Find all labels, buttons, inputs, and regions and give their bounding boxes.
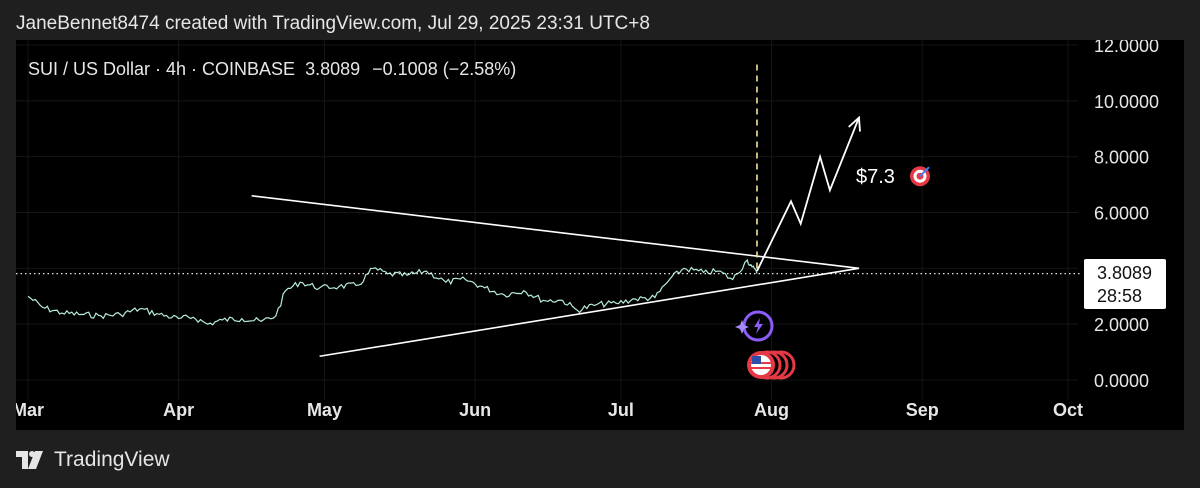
x-tick-label: Apr [163, 400, 194, 420]
y-tick-label: 2.0000 [1094, 315, 1149, 335]
tradingview-logo-icon [16, 451, 43, 469]
x-tick-label: Sep [906, 400, 939, 420]
projection-path [756, 117, 860, 272]
grid [16, 40, 1078, 400]
lower-trendline [319, 267, 860, 358]
badge-countdown: 28:58 [1097, 286, 1142, 306]
x-tick-label: May [307, 400, 342, 420]
badge-price: 3.8089 [1097, 263, 1152, 283]
y-tick-label: 0.0000 [1094, 371, 1149, 391]
drawings[interactable]: $7.3 [251, 64, 930, 358]
legend-last-price: 3.8089 [305, 59, 360, 79]
symbol-legend: SUI / US Dollar · 4h · COINBASE 3.8089 −… [28, 59, 516, 79]
footer: TradingView [0, 430, 1200, 488]
upper-trendline [251, 194, 860, 270]
target-dart [919, 166, 930, 177]
us-flag-event-icon[interactable] [747, 350, 796, 380]
x-tick-label: Aug [754, 400, 789, 420]
projection-arrowhead [848, 115, 861, 132]
x-tick-label: Jun [459, 400, 491, 420]
legend-change: −0.1008 (−2.58%) [372, 59, 516, 79]
price-series [16, 258, 1082, 326]
header: JaneBennet8474 created with TradingView.… [0, 0, 1200, 40]
event-markers[interactable] [735, 310, 796, 380]
target-label: $7.3 [856, 166, 895, 188]
y-axis: 0.00002.00004.00006.00008.000010.000012.… [1094, 36, 1159, 391]
target-icon [910, 166, 930, 187]
price-line [27, 258, 758, 326]
symbol-info: SUI / US Dollar · 4h · COINBASE [28, 59, 295, 79]
y-tick-label: 12.0000 [1094, 40, 1159, 56]
y-tick-label: 10.0000 [1094, 92, 1159, 112]
x-axis: Mar Apr May Jun Jul Aug Sep Oct [12, 400, 1083, 420]
brand-name: TradingView [54, 448, 170, 471]
tradingview-logo[interactable]: TradingView [16, 448, 170, 472]
price-badge: 3.8089 28:58 [1084, 259, 1166, 309]
x-tick-label: Oct [1053, 400, 1083, 420]
x-tick-label: Mar [16, 400, 44, 420]
sparkle-lightning-icon[interactable] [735, 310, 774, 342]
x-tick-label: Jul [608, 400, 634, 420]
y-tick-label: 8.0000 [1094, 148, 1149, 168]
y-tick-label: 6.0000 [1094, 204, 1149, 224]
attribution-text: JaneBennet8474 created with TradingView.… [16, 13, 650, 34]
